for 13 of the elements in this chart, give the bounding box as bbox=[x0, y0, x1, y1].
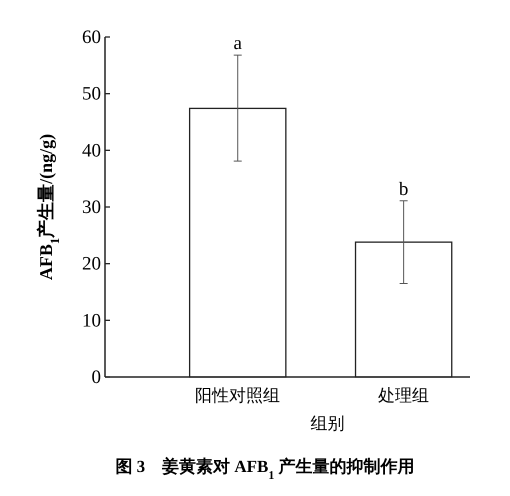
x-tick-label: 处理组 bbox=[378, 386, 430, 405]
y-tick-label: 60 bbox=[82, 27, 101, 48]
y-tick-label: 30 bbox=[82, 197, 101, 218]
y-tick-label: 20 bbox=[82, 254, 101, 275]
y-tick-label: 50 bbox=[82, 84, 101, 105]
y-tick-label: 40 bbox=[82, 140, 101, 162]
annotation: b bbox=[398, 178, 408, 200]
annotation: a bbox=[234, 33, 243, 54]
x-tick-label: 阳性对照组 bbox=[195, 386, 280, 405]
x-axis-title: 组别 bbox=[310, 414, 344, 433]
text: 图 3 姜黄素对 AFB$_{1}$ 产生量的抑制作用 bbox=[115, 456, 415, 482]
y-tick-label: 0 bbox=[92, 367, 101, 388]
y-tick-label: 10 bbox=[82, 310, 101, 332]
